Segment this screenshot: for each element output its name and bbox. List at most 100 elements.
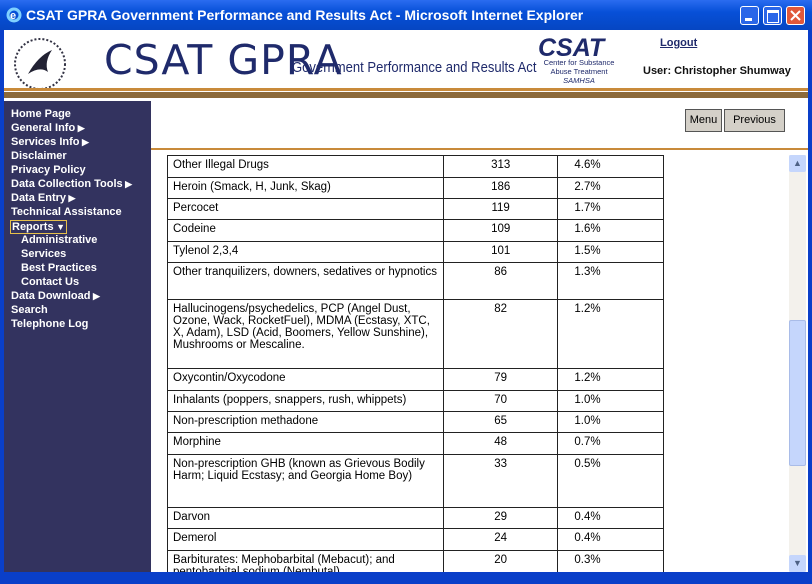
table-row: Percocet 119 1.7% [167, 198, 664, 220]
table-cell: 29 [442, 507, 559, 529]
table-cell: Other tranquilizers, downers, sedatives … [167, 262, 444, 300]
table-row: Non-prescription methadone 65 1.0% [167, 411, 664, 433]
window-title: CSAT GPRA Government Performance and Res… [26, 7, 584, 23]
table-cell: 79 [442, 368, 559, 391]
table-cell: Oxycontin/Oxycodone [167, 368, 444, 391]
table-cell: Percocet [167, 198, 444, 220]
logout-link[interactable]: Logout [660, 37, 698, 49]
table-cell: 24 [442, 528, 559, 551]
table-row: Inhalants (poppers, snappers, rush, whip… [167, 390, 664, 412]
table-cell: 109 [442, 219, 559, 242]
table-cell: Barbiturates: Mephobarbital (Mebacut); a… [167, 550, 444, 572]
nav-link[interactable]: Data Entry [11, 192, 75, 204]
nav-link[interactable]: Services [21, 248, 67, 260]
report-table: Other Illegal Drugs 313 4.6% Heroin (Smack,… [167, 155, 664, 572]
nav-link[interactable]: Contact Us [21, 276, 80, 288]
table-cell: 1.2% [557, 368, 664, 391]
site-title: CSAT GPRA [104, 36, 343, 84]
minimize-button[interactable] [740, 6, 759, 25]
table-cell: 86 [442, 262, 559, 300]
nav-link[interactable]: Services Info [11, 136, 89, 148]
hhs-logo [14, 38, 66, 90]
nav-link[interactable]: Telephone Log [11, 318, 89, 330]
table-cell: 186 [442, 177, 559, 199]
table-cell: 20 [442, 550, 559, 572]
nav-link[interactable]: Search [11, 304, 48, 316]
table-cell: 0.7% [557, 432, 664, 455]
header-rule [4, 88, 808, 91]
table-row: Barbiturates: Mephobarbital (Mebacut); a… [167, 550, 664, 572]
table-cell: Tylenol 2,3,4 [167, 241, 444, 263]
table-row: Demerol 24 0.4% [167, 528, 664, 551]
table-cell: Hallucinogens/psychedelics, PCP (Angel D… [167, 299, 444, 369]
table-cell: Darvon [167, 507, 444, 529]
table-cell: Non-prescription methadone [167, 411, 444, 433]
page: CSAT GPRA Government Performance and Res… [4, 30, 808, 572]
table-row: Hallucinogens/psychedelics, PCP (Angel D… [167, 299, 664, 369]
nav-link[interactable]: Best Practices [21, 262, 97, 274]
table-cell: 0.5% [557, 454, 664, 508]
table-row: Codeine 109 1.6% [167, 219, 664, 242]
nav-link[interactable]: Privacy Policy [11, 164, 86, 176]
csat-logo-text: Center for Substance Abuse Treatment SAMHS… [534, 58, 624, 85]
table-cell: 119 [442, 198, 559, 220]
table-cell: 70 [442, 390, 559, 412]
nav-link[interactable]: Data Collection Tools [11, 178, 132, 190]
nav-menu: Home Page General Info Services Info Discla… [4, 101, 151, 572]
table-row: Other Illegal Drugs 313 4.6% [167, 155, 664, 178]
content-area: Other Illegal Drugs 313 4.6% Heroin (Smack,… [151, 155, 808, 572]
table-cell: 1.7% [557, 198, 664, 220]
content-rule [151, 148, 808, 150]
nav-link[interactable]: Disclaimer [11, 150, 67, 162]
logo-line: Abuse Treatment [550, 67, 608, 76]
table-cell: 1.0% [557, 411, 664, 433]
maximize-button[interactable] [763, 6, 782, 25]
table-cell: 0.4% [557, 528, 664, 551]
nav-link[interactable]: Administrative [21, 234, 98, 246]
menu-button[interactable]: Menu [685, 109, 722, 132]
table-cell: Heroin (Smack, H, Junk, Skag) [167, 177, 444, 199]
table-cell: Codeine [167, 219, 444, 242]
previous-button[interactable]: Previous [724, 109, 785, 132]
table-cell: 1.0% [557, 390, 664, 412]
nav-link[interactable]: General Info [11, 122, 85, 134]
nav-link[interactable]: Technical Assistance [11, 206, 122, 218]
table-row: Tylenol 2,3,4 101 1.5% [167, 241, 664, 263]
table-row: Heroin (Smack, H, Junk, Skag) 186 2.7% [167, 177, 664, 199]
table-cell: 82 [442, 299, 559, 369]
table-cell: 48 [442, 432, 559, 455]
table-cell: 65 [442, 411, 559, 433]
csat-logo: CSAT [538, 34, 605, 62]
user-label: User: Christopher Shumway [643, 65, 791, 77]
site-subtitle: Government Performance and Results Act [292, 60, 537, 76]
table-cell: 0.4% [557, 507, 664, 529]
nav-link[interactable]: Reports [10, 220, 67, 234]
table-cell: 1.2% [557, 299, 664, 369]
table-cell: 1.5% [557, 241, 664, 263]
table-cell: 2.7% [557, 177, 664, 199]
ie-icon: e [6, 7, 22, 23]
table-row: Darvon 29 0.4% [167, 507, 664, 529]
table-cell: Morphine [167, 432, 444, 455]
nav-link[interactable]: Home Page [11, 108, 71, 120]
scrollbar[interactable]: ▲ ▼ [789, 155, 806, 572]
table-cell: 313 [442, 155, 559, 178]
table-cell: Other Illegal Drugs [167, 155, 444, 178]
table-cell: 0.3% [557, 550, 664, 572]
table-cell: 1.6% [557, 219, 664, 242]
table-row: Morphine 48 0.7% [167, 432, 664, 455]
table-cell: 1.3% [557, 262, 664, 300]
table-cell: 33 [442, 454, 559, 508]
table-row: Other tranquilizers, downers, sedatives … [167, 262, 664, 300]
close-button[interactable] [786, 6, 805, 25]
logo-line: Center for Substance [543, 58, 615, 67]
table-cell: Inhalants (poppers, snappers, rush, whip… [167, 390, 444, 412]
table-row: Non-prescription GHB (known as Grievous … [167, 454, 664, 508]
nav-link[interactable]: Data Download [11, 290, 100, 302]
logo-line: SAMHSA [563, 76, 595, 85]
table-cell: 101 [442, 241, 559, 263]
table-cell: Non-prescription GHB (known as Grievous … [167, 454, 444, 508]
table-cell: 4.6% [557, 155, 664, 178]
title-bar: e CSAT GPRA Government Performance and R… [0, 0, 812, 30]
